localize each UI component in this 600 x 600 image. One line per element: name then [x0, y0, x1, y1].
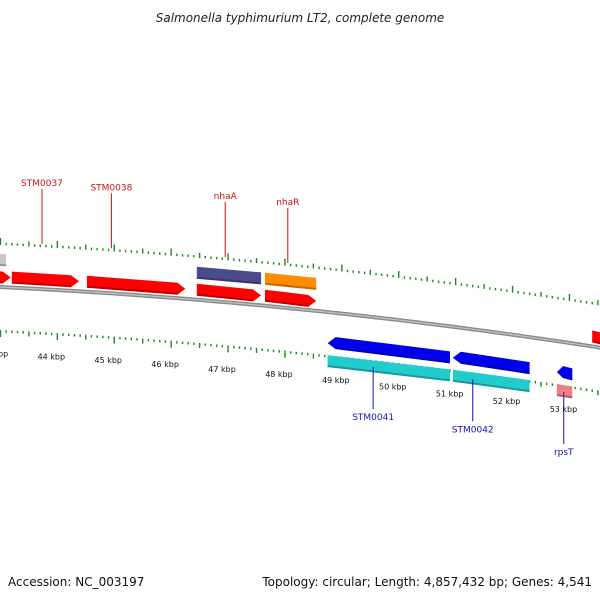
scale-label: 50 kbp	[379, 382, 407, 391]
svg-text:nhaR: nhaR	[276, 198, 299, 208]
svg-text:STM0042: STM0042	[452, 425, 494, 435]
feature-navy[interactable]	[196, 266, 262, 285]
scale-label: 49 kbp	[322, 376, 350, 385]
accession-label: Accession: NC_003197	[8, 575, 144, 589]
features	[0, 253, 600, 399]
gene-label-nhaR[interactable]: nhaR	[276, 198, 299, 263]
feature-blue-rpsT[interactable]	[556, 366, 573, 381]
svg-text:STM0037: STM0037	[21, 179, 63, 189]
scale-label: 47 kbp	[208, 365, 236, 374]
feature-blue-1[interactable]	[327, 337, 451, 364]
gene-label-nhaA[interactable]: nhaA	[214, 192, 238, 258]
scale-label: 46 kbp	[151, 360, 179, 369]
feature-cyan-1[interactable]	[327, 355, 451, 382]
feature-pink-rpsT[interactable]	[556, 384, 573, 399]
gene-labels: STM0037STM0038nhaAnhaRyaaYSTM0041STM0042…	[21, 179, 574, 458]
gene-label-STM0041[interactable]: STM0041	[352, 367, 394, 423]
scale-labels: 43 kbp 44 kbp 45 kbp 46 kbp 47 kbp 48 kbp 49 k…	[0, 350, 577, 414]
scale-label: 48 kbp	[265, 370, 293, 379]
feature-red-4[interactable]	[196, 283, 262, 302]
feature-cyan-2[interactable]	[452, 369, 530, 393]
gene-label-STM0037[interactable]: STM0037	[21, 179, 63, 245]
topology-summary: Topology: circular; Length: 4,857,432 bp…	[261, 575, 592, 589]
feature-grey-top[interactable]	[0, 253, 7, 267]
svg-text:STM0038: STM0038	[90, 183, 132, 193]
feature-red-5[interactable]	[264, 289, 317, 307]
scale-label: 45 kbp	[94, 356, 122, 365]
svg-text:nhaA: nhaA	[214, 192, 238, 202]
backbone-highlight	[0, 286, 600, 349]
map-title: Salmonella typhimurium LT2, complete gen…	[156, 11, 445, 25]
feature-blue-2[interactable]	[452, 351, 530, 375]
feature-red-2[interactable]	[11, 271, 79, 288]
scale-label: 51 kbp	[436, 389, 464, 398]
scale-label: 44 kbp	[38, 353, 66, 362]
scale-label: 43 kbp	[0, 350, 8, 359]
scale-label: 53 kbp	[550, 405, 578, 414]
gene-label-STM0042[interactable]: STM0042	[452, 379, 494, 435]
feature-red-yaaY-small[interactable]	[591, 330, 600, 345]
gene-label-rpsT[interactable]: rpsT	[554, 392, 574, 458]
backbone	[0, 284, 600, 350]
svg-text:STM0041: STM0041	[352, 413, 394, 423]
gene-label-STM0038[interactable]: STM0038	[90, 183, 133, 249]
feature-orange[interactable]	[264, 272, 317, 290]
feature-red-3[interactable]	[86, 275, 186, 295]
scale-label: 52 kbp	[493, 397, 521, 406]
feature-red-1[interactable]	[0, 270, 11, 284]
svg-text:rpsT: rpsT	[554, 448, 574, 458]
